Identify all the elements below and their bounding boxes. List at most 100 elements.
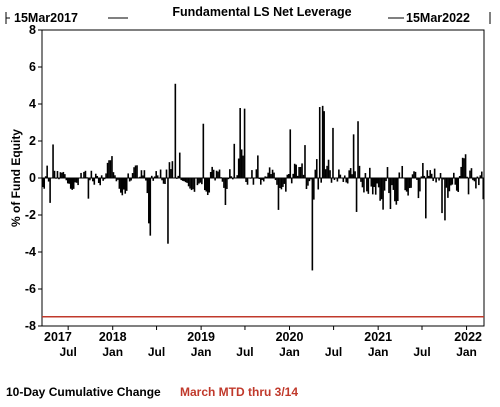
bar xyxy=(258,178,261,180)
x-month-label: Jul xyxy=(413,345,430,359)
y-tick-label: -8 xyxy=(25,319,36,333)
bar xyxy=(150,175,153,178)
bar xyxy=(413,171,415,178)
bar xyxy=(106,162,109,178)
bar xyxy=(342,178,345,182)
bar xyxy=(231,178,234,180)
bar xyxy=(59,172,62,178)
bar xyxy=(190,178,193,191)
bar xyxy=(118,178,121,189)
bar xyxy=(404,178,406,191)
bar xyxy=(161,178,163,181)
bar xyxy=(164,178,166,184)
bar xyxy=(391,178,393,186)
bar xyxy=(420,176,423,178)
bar xyxy=(305,178,308,190)
bar xyxy=(87,178,90,199)
bar xyxy=(422,162,424,178)
bars xyxy=(41,83,485,271)
bar xyxy=(366,178,368,192)
bar xyxy=(240,149,243,178)
bar xyxy=(432,178,434,181)
x-month-label: Jan xyxy=(456,345,477,359)
x-month-label: Jul xyxy=(59,345,76,359)
bar xyxy=(44,176,47,178)
bar xyxy=(208,178,211,193)
bar xyxy=(282,178,284,187)
bar xyxy=(199,178,202,183)
bar xyxy=(184,178,187,183)
bar xyxy=(136,165,138,178)
bar xyxy=(265,176,268,178)
bar xyxy=(466,176,468,178)
bar xyxy=(357,121,359,178)
bar xyxy=(221,178,224,182)
bar xyxy=(227,178,230,180)
bar xyxy=(205,178,208,192)
bar xyxy=(277,178,280,210)
bar xyxy=(204,178,206,191)
start-date-label: 15Mar2017 xyxy=(14,11,78,25)
bar xyxy=(457,178,460,192)
bar xyxy=(307,178,309,186)
bar xyxy=(108,160,110,178)
bar xyxy=(268,167,271,178)
bar xyxy=(230,176,233,178)
bar xyxy=(58,178,60,180)
bar xyxy=(71,178,74,190)
bar xyxy=(452,172,455,178)
bar xyxy=(279,178,281,189)
bar xyxy=(295,164,297,178)
bar xyxy=(257,155,259,178)
x-year-label: 2017 xyxy=(44,330,72,344)
bar xyxy=(475,178,477,189)
bar xyxy=(451,178,454,185)
bar xyxy=(414,171,417,178)
bar xyxy=(115,178,118,182)
end-date-label: 15Mar2022 xyxy=(406,11,470,25)
bar xyxy=(360,178,362,182)
bar xyxy=(62,171,65,178)
bar xyxy=(99,178,101,186)
bar xyxy=(252,178,255,185)
bar xyxy=(296,175,299,178)
bar xyxy=(407,178,409,196)
bar xyxy=(333,178,336,181)
x-year-label: 2019 xyxy=(187,330,215,344)
bar xyxy=(385,178,387,182)
bar xyxy=(323,111,325,178)
bar xyxy=(379,178,381,201)
x-month-label: Jan xyxy=(102,345,123,359)
bar xyxy=(181,178,184,181)
bar xyxy=(83,171,85,178)
y-tick-label: 2 xyxy=(29,134,36,148)
bar xyxy=(121,178,124,196)
bar xyxy=(114,175,116,178)
bar xyxy=(226,178,228,189)
bar xyxy=(159,169,162,178)
bar xyxy=(274,178,277,181)
bar xyxy=(131,173,134,178)
bar xyxy=(330,178,333,183)
bar xyxy=(211,166,213,178)
bar xyxy=(398,172,401,178)
bar xyxy=(156,175,159,178)
bar xyxy=(215,170,218,178)
bar xyxy=(139,176,141,178)
x-year-label: 2020 xyxy=(276,330,304,344)
y-tick-label: 4 xyxy=(29,97,36,111)
bar xyxy=(53,170,56,178)
bar xyxy=(202,123,205,178)
bar xyxy=(349,168,352,178)
bar xyxy=(401,165,404,178)
bar xyxy=(461,157,464,178)
bar xyxy=(455,178,458,191)
bar xyxy=(236,175,239,178)
bar xyxy=(212,169,215,178)
bar xyxy=(271,169,274,178)
y-tick-label: -2 xyxy=(25,208,36,222)
bar xyxy=(310,178,312,180)
bar xyxy=(149,178,152,236)
bar xyxy=(93,178,96,185)
